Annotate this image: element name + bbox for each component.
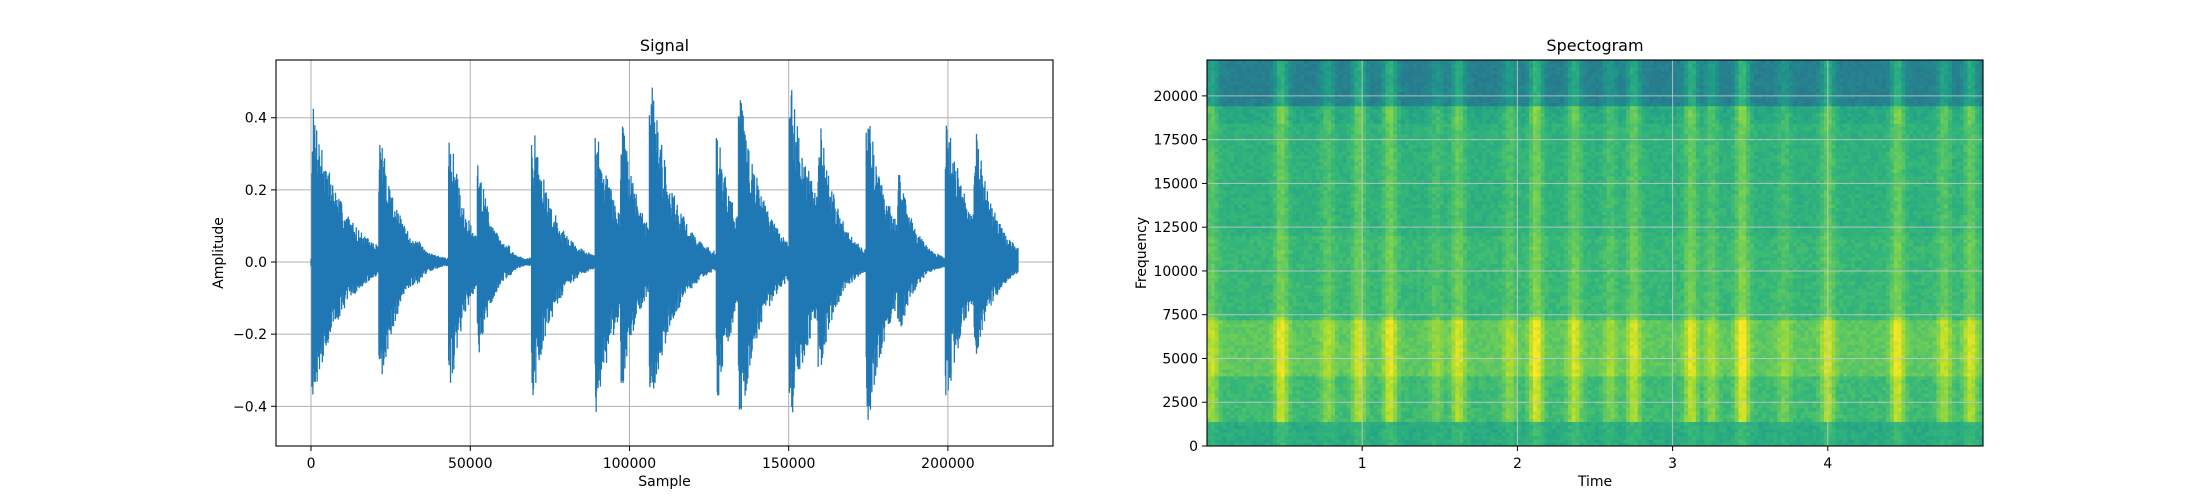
spectrogram-x-tick-label: 1 [1358, 456, 1367, 472]
spectrogram-y-tick-label: 0 [1189, 439, 1198, 455]
spectrogram-x-tick-label: 3 [1668, 456, 1677, 472]
spectrogram-title: Spectogram [1546, 36, 1643, 55]
spectrogram-y-tick-label: 10000 [1153, 264, 1198, 280]
signal-series-line [311, 88, 1018, 420]
signal-y-axis-label: Amplitude [211, 217, 227, 289]
spectrogram-y-tick-label: 15000 [1153, 176, 1198, 192]
signal-title: Signal [640, 36, 689, 55]
signal-chart: 0 50000 100000 150000 200000 −0.4 −0.2 0.0 0.2 0.… [211, 36, 1053, 490]
spectrogram-y-tick-label: 20000 [1153, 89, 1198, 105]
spectrogram-y-axis-label: Frequency [1134, 217, 1150, 289]
signal-y-tick-label: 0.0 [245, 255, 267, 271]
spectrogram-y-tick-label: 12500 [1153, 220, 1198, 236]
signal-waveform [311, 88, 1018, 420]
signal-x-tick-label: 200000 [921, 456, 974, 472]
spectrogram-y-tick-label: 17500 [1153, 133, 1198, 149]
spectrogram-heatmap [1207, 60, 1984, 447]
signal-y-tick-label: −0.4 [233, 399, 267, 415]
signal-x-axis-label: Sample [638, 474, 691, 490]
signal-y-tick-label: 0.2 [245, 183, 267, 199]
signal-y-tick-label: −0.2 [233, 327, 267, 343]
signal-x-tick-label: 100000 [603, 456, 656, 472]
signal-x-tick-label: 150000 [762, 456, 815, 472]
spectrogram-chart: 1 2 3 4 0 2500 5000 7500 10000 12500 15000 17500 200… [1134, 36, 1984, 490]
spectrogram-y-tick-label: 5000 [1162, 351, 1198, 367]
spectrogram-y-tick-label: 7500 [1162, 308, 1198, 324]
signal-x-tick-label: 50000 [448, 456, 493, 472]
spectrogram-x-tick-label: 4 [1823, 456, 1832, 472]
spectrogram-x-tick-label: 2 [1513, 456, 1522, 472]
signal-x-tick-label: 0 [307, 456, 316, 472]
signal-y-tick-label: 0.4 [245, 111, 267, 127]
spectrogram-x-axis-label: Time [1577, 474, 1612, 490]
spectrogram-y-tick-label: 2500 [1162, 395, 1198, 411]
